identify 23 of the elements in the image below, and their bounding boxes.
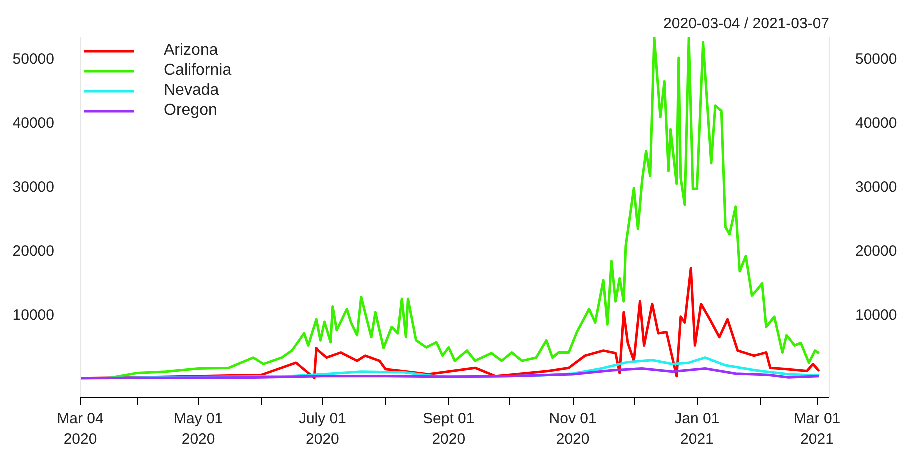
x-tick-label: Mar 04 2020	[57, 410, 104, 448]
y-tick-label: 30000	[12, 178, 55, 196]
y2-tick-label: 50000	[856, 51, 898, 68]
x-tick-label: July 01 2020	[298, 410, 346, 448]
x-tick-label: May 01 2020	[174, 410, 224, 448]
y2-tick-label: 30000	[856, 178, 898, 196]
y2-tick-label: 20000	[856, 242, 898, 260]
y-tick-label: 10000	[12, 306, 55, 324]
y-tick-label: 40000	[12, 115, 55, 132]
x-tick-label: Jan 01 2021	[674, 410, 720, 448]
legend-label: Nevada	[164, 82, 220, 100]
legend-label: Arizona	[164, 42, 218, 60]
legend-label: California	[164, 62, 232, 80]
line-series	[80, 367, 821, 380]
chart-title: 2020-03-04 / 2021-03-07	[664, 16, 830, 32]
y-tick-label: 50000	[12, 51, 55, 68]
y2-tick-label: 40000	[856, 115, 898, 132]
x-tick-label: Mar 01 2021	[794, 410, 841, 448]
y2-tick-label: 10000	[856, 306, 898, 324]
x-tick-label: Nov 01 2020	[549, 410, 597, 448]
y-tick-label: 20000	[12, 242, 55, 260]
x-tick-label: Sept 01 2020	[423, 410, 475, 448]
legend-label: Oregon	[164, 102, 218, 120]
